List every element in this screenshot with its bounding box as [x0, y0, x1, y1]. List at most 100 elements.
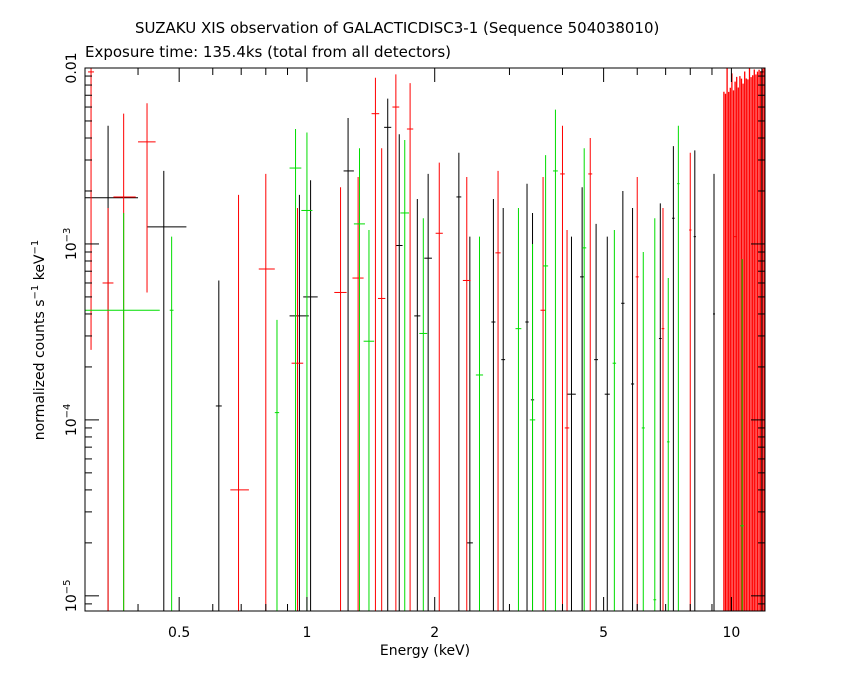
y-tick-labels: 10−510−410−30.01 [62, 52, 80, 612]
data-point [456, 152, 462, 611]
series-1 [88, 68, 737, 611]
data-point [529, 243, 536, 611]
y-tick-label: 0.01 [64, 52, 80, 83]
data-point [363, 230, 375, 611]
data-point [495, 170, 501, 611]
x-tick-label: 0.5 [168, 625, 190, 641]
y-tick-label: 10−3 [62, 228, 80, 261]
y-tick-label-exp: −3 [62, 228, 73, 243]
data-point [291, 208, 304, 611]
data-point [712, 173, 716, 611]
data-point [653, 218, 657, 611]
data-point [661, 208, 665, 611]
y-tick-label-base: 10 [64, 242, 80, 260]
data-point [760, 68, 764, 611]
data-point [371, 77, 380, 611]
x-tick-label: 10 [722, 625, 740, 641]
y-axis-label-exp1: −1 [30, 285, 41, 300]
y-axis-label-unit: keV [32, 254, 48, 285]
x-tick-label: 5 [599, 625, 608, 641]
data-point [621, 190, 625, 611]
data-point [475, 236, 484, 611]
data-point [689, 152, 692, 611]
y-tick-label-base: 10 [64, 594, 80, 612]
data-point [501, 208, 506, 611]
data-point [113, 113, 136, 611]
data-point [630, 208, 635, 611]
data-point [491, 199, 496, 611]
data-point [658, 203, 662, 611]
data-point [334, 187, 347, 611]
data-point [540, 177, 546, 611]
data-point [230, 194, 249, 611]
y-axis-label-main: normalized counts s [32, 299, 48, 440]
data-point [258, 173, 275, 611]
series-0 [85, 68, 764, 611]
y-tick-label-base: 0.01 [64, 52, 80, 83]
data-point [353, 148, 365, 611]
data-point [672, 146, 675, 611]
data-point [560, 125, 565, 611]
data-point [215, 280, 222, 611]
data-marks [85, 68, 764, 611]
plot-frame [84, 67, 766, 612]
series-2 [85, 109, 744, 611]
x-axis-label: Energy (keV) [380, 643, 470, 659]
data-point [85, 212, 160, 611]
y-axis-label: normalized counts s−1 keV−1 [30, 240, 48, 441]
data-point [543, 155, 549, 611]
data-point [525, 183, 529, 611]
data-point [693, 150, 696, 611]
data-point [169, 236, 174, 611]
data-point [352, 177, 364, 611]
data-point [102, 208, 114, 611]
data-point [740, 259, 744, 611]
dense-red-band [723, 68, 765, 611]
data-point [414, 199, 421, 611]
data-point [582, 148, 587, 611]
data-point [274, 319, 280, 611]
x-tick-labels: 0.5 1 2 5 10 [168, 625, 740, 641]
data-point [462, 177, 471, 611]
data-point [377, 148, 386, 611]
data-point [635, 177, 639, 611]
y-tick-label-exp: −4 [62, 404, 73, 419]
y-tick-label: 10−5 [62, 580, 80, 613]
axis-ticks [84, 67, 765, 611]
y-axis-label-exp2: −1 [30, 240, 41, 255]
y-tick-label-base: 10 [64, 418, 80, 436]
data-point [303, 180, 318, 611]
data-point [666, 278, 670, 611]
data-point [594, 223, 599, 611]
data-point [419, 218, 428, 611]
data-point [677, 125, 680, 611]
data-point [553, 109, 558, 611]
data-point [567, 236, 576, 611]
data-point [395, 134, 403, 611]
data-point [88, 68, 94, 350]
x-tick-label: 1 [302, 625, 311, 641]
y-tick-label: 10−4 [62, 404, 80, 437]
data-point [406, 83, 414, 611]
data-point [289, 194, 309, 611]
data-point [138, 103, 156, 293]
data-point [612, 230, 617, 611]
data-point [343, 117, 354, 611]
chart-title: SUZAKU XIS observation of GALACTICDISC3-… [135, 19, 660, 37]
chart-subtitle: Exposure time: 135.4ks (total from all d… [85, 43, 452, 61]
data-point [588, 138, 593, 611]
y-tick-label-exp: −5 [62, 580, 73, 595]
data-point [147, 170, 187, 611]
data-point [564, 230, 570, 611]
data-point [435, 162, 443, 611]
data-point [604, 236, 610, 611]
data-point [641, 251, 645, 611]
data-point [466, 236, 473, 611]
data-point [301, 132, 313, 611]
data-point [515, 208, 522, 611]
data-point [384, 98, 392, 611]
data-point [580, 187, 585, 611]
data-point [392, 74, 400, 611]
x-tick-label: 2 [430, 625, 439, 641]
